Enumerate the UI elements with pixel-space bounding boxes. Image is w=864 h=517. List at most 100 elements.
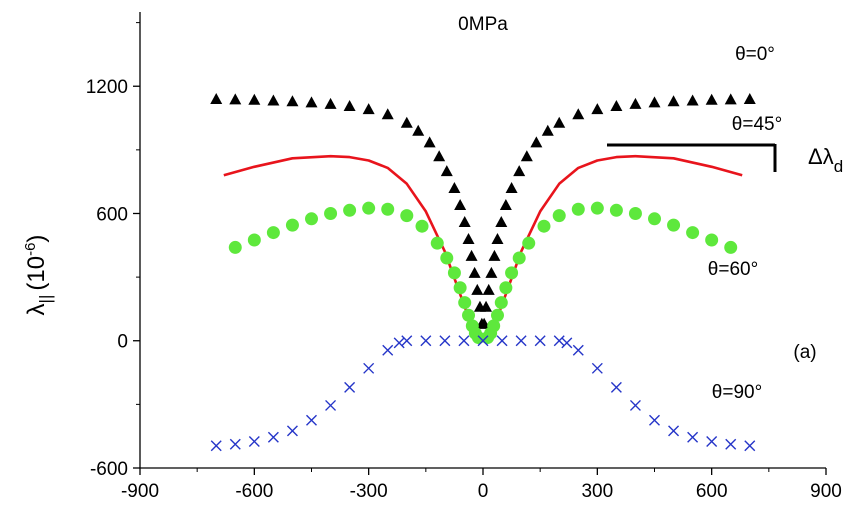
data-point — [286, 425, 298, 437]
y-tick-label: 0 — [117, 332, 128, 353]
series-line — [223, 154, 743, 342]
series-layer — [210, 92, 756, 452]
data-point — [490, 308, 504, 322]
data-point — [628, 206, 642, 220]
delta-lambda-label: Δλd — [808, 144, 843, 176]
series-label-theta60: θ=60° — [708, 259, 758, 280]
data-point — [572, 108, 585, 120]
data-point — [420, 335, 432, 347]
data-point — [343, 203, 357, 217]
labels-layer: 0MPa (a) θ=0° θ=45° θ=60° θ=90° Δλd λ||(… — [22, 14, 843, 403]
x-tick-label: 600 — [696, 481, 728, 502]
x-tick-label: 900 — [810, 481, 842, 502]
data-point — [480, 300, 493, 312]
data-point — [471, 283, 484, 295]
data-point — [482, 283, 495, 295]
delta-lambda-bracket — [607, 143, 777, 172]
data-point — [485, 266, 498, 278]
data-point — [439, 335, 451, 347]
data-point — [447, 266, 461, 280]
data-point — [344, 381, 356, 393]
data-point — [468, 266, 481, 278]
data-point — [494, 296, 508, 310]
data-point — [649, 414, 660, 426]
data-point — [266, 226, 280, 240]
data-point — [610, 381, 622, 393]
data-point — [382, 344, 394, 356]
data-point — [629, 399, 641, 411]
data-point — [462, 232, 475, 244]
series-3 — [210, 335, 756, 452]
data-point — [705, 233, 719, 247]
data-point — [458, 215, 471, 227]
data-point — [648, 212, 661, 226]
data-point — [590, 201, 604, 215]
data-point — [400, 209, 414, 223]
data-point — [591, 362, 603, 374]
data-point — [553, 116, 566, 128]
x-tick-label: -600 — [235, 481, 273, 502]
data-point — [401, 335, 413, 347]
data-point — [571, 202, 585, 216]
data-point — [448, 182, 461, 194]
data-point — [495, 215, 508, 227]
data-point — [324, 206, 338, 220]
data-point — [648, 96, 661, 108]
data-point — [499, 281, 513, 295]
data-point — [512, 251, 526, 265]
data-point — [744, 440, 756, 452]
data-point — [362, 201, 376, 215]
x-tick-label: 0 — [478, 481, 489, 502]
data-point — [210, 440, 222, 452]
panel-label: (a) — [793, 342, 816, 363]
data-point — [324, 97, 337, 109]
data-point — [705, 93, 718, 105]
data-point — [553, 335, 565, 347]
data-point — [229, 93, 242, 105]
data-point — [513, 165, 526, 177]
data-point — [522, 236, 536, 250]
data-point — [534, 335, 546, 347]
data-point — [491, 232, 504, 244]
data-point — [306, 414, 317, 426]
y-tick-label: -600 — [90, 459, 128, 480]
series-label-theta45: θ=45° — [732, 114, 782, 135]
data-point — [286, 95, 299, 107]
data-point — [440, 165, 453, 177]
data-point — [686, 226, 700, 240]
data-point — [267, 94, 280, 106]
data-point — [465, 249, 478, 261]
data-point — [687, 431, 699, 443]
data-point — [381, 108, 394, 120]
data-point — [530, 136, 543, 148]
data-point — [430, 236, 444, 250]
data-point — [505, 266, 519, 280]
y-axis-label: λ||(10-6) — [22, 235, 55, 316]
data-point — [433, 150, 446, 162]
data-point — [412, 124, 425, 136]
series-0 — [210, 92, 756, 329]
data-point — [477, 335, 489, 347]
data-point — [325, 399, 337, 411]
data-point — [453, 281, 467, 295]
data-point — [248, 93, 261, 105]
data-point — [478, 317, 491, 329]
data-point — [247, 233, 261, 247]
data-point — [305, 96, 318, 108]
data-point — [515, 335, 527, 347]
data-point — [458, 296, 472, 310]
data-point — [471, 331, 485, 345]
data-point — [743, 92, 756, 104]
data-point — [305, 212, 318, 226]
data-point — [248, 435, 260, 447]
data-point — [541, 124, 554, 136]
data-point — [210, 92, 223, 104]
data-point — [561, 337, 573, 349]
data-point — [724, 240, 738, 254]
data-point — [393, 337, 405, 349]
data-point — [505, 182, 518, 194]
data-point — [462, 308, 476, 322]
data-point — [667, 95, 680, 107]
